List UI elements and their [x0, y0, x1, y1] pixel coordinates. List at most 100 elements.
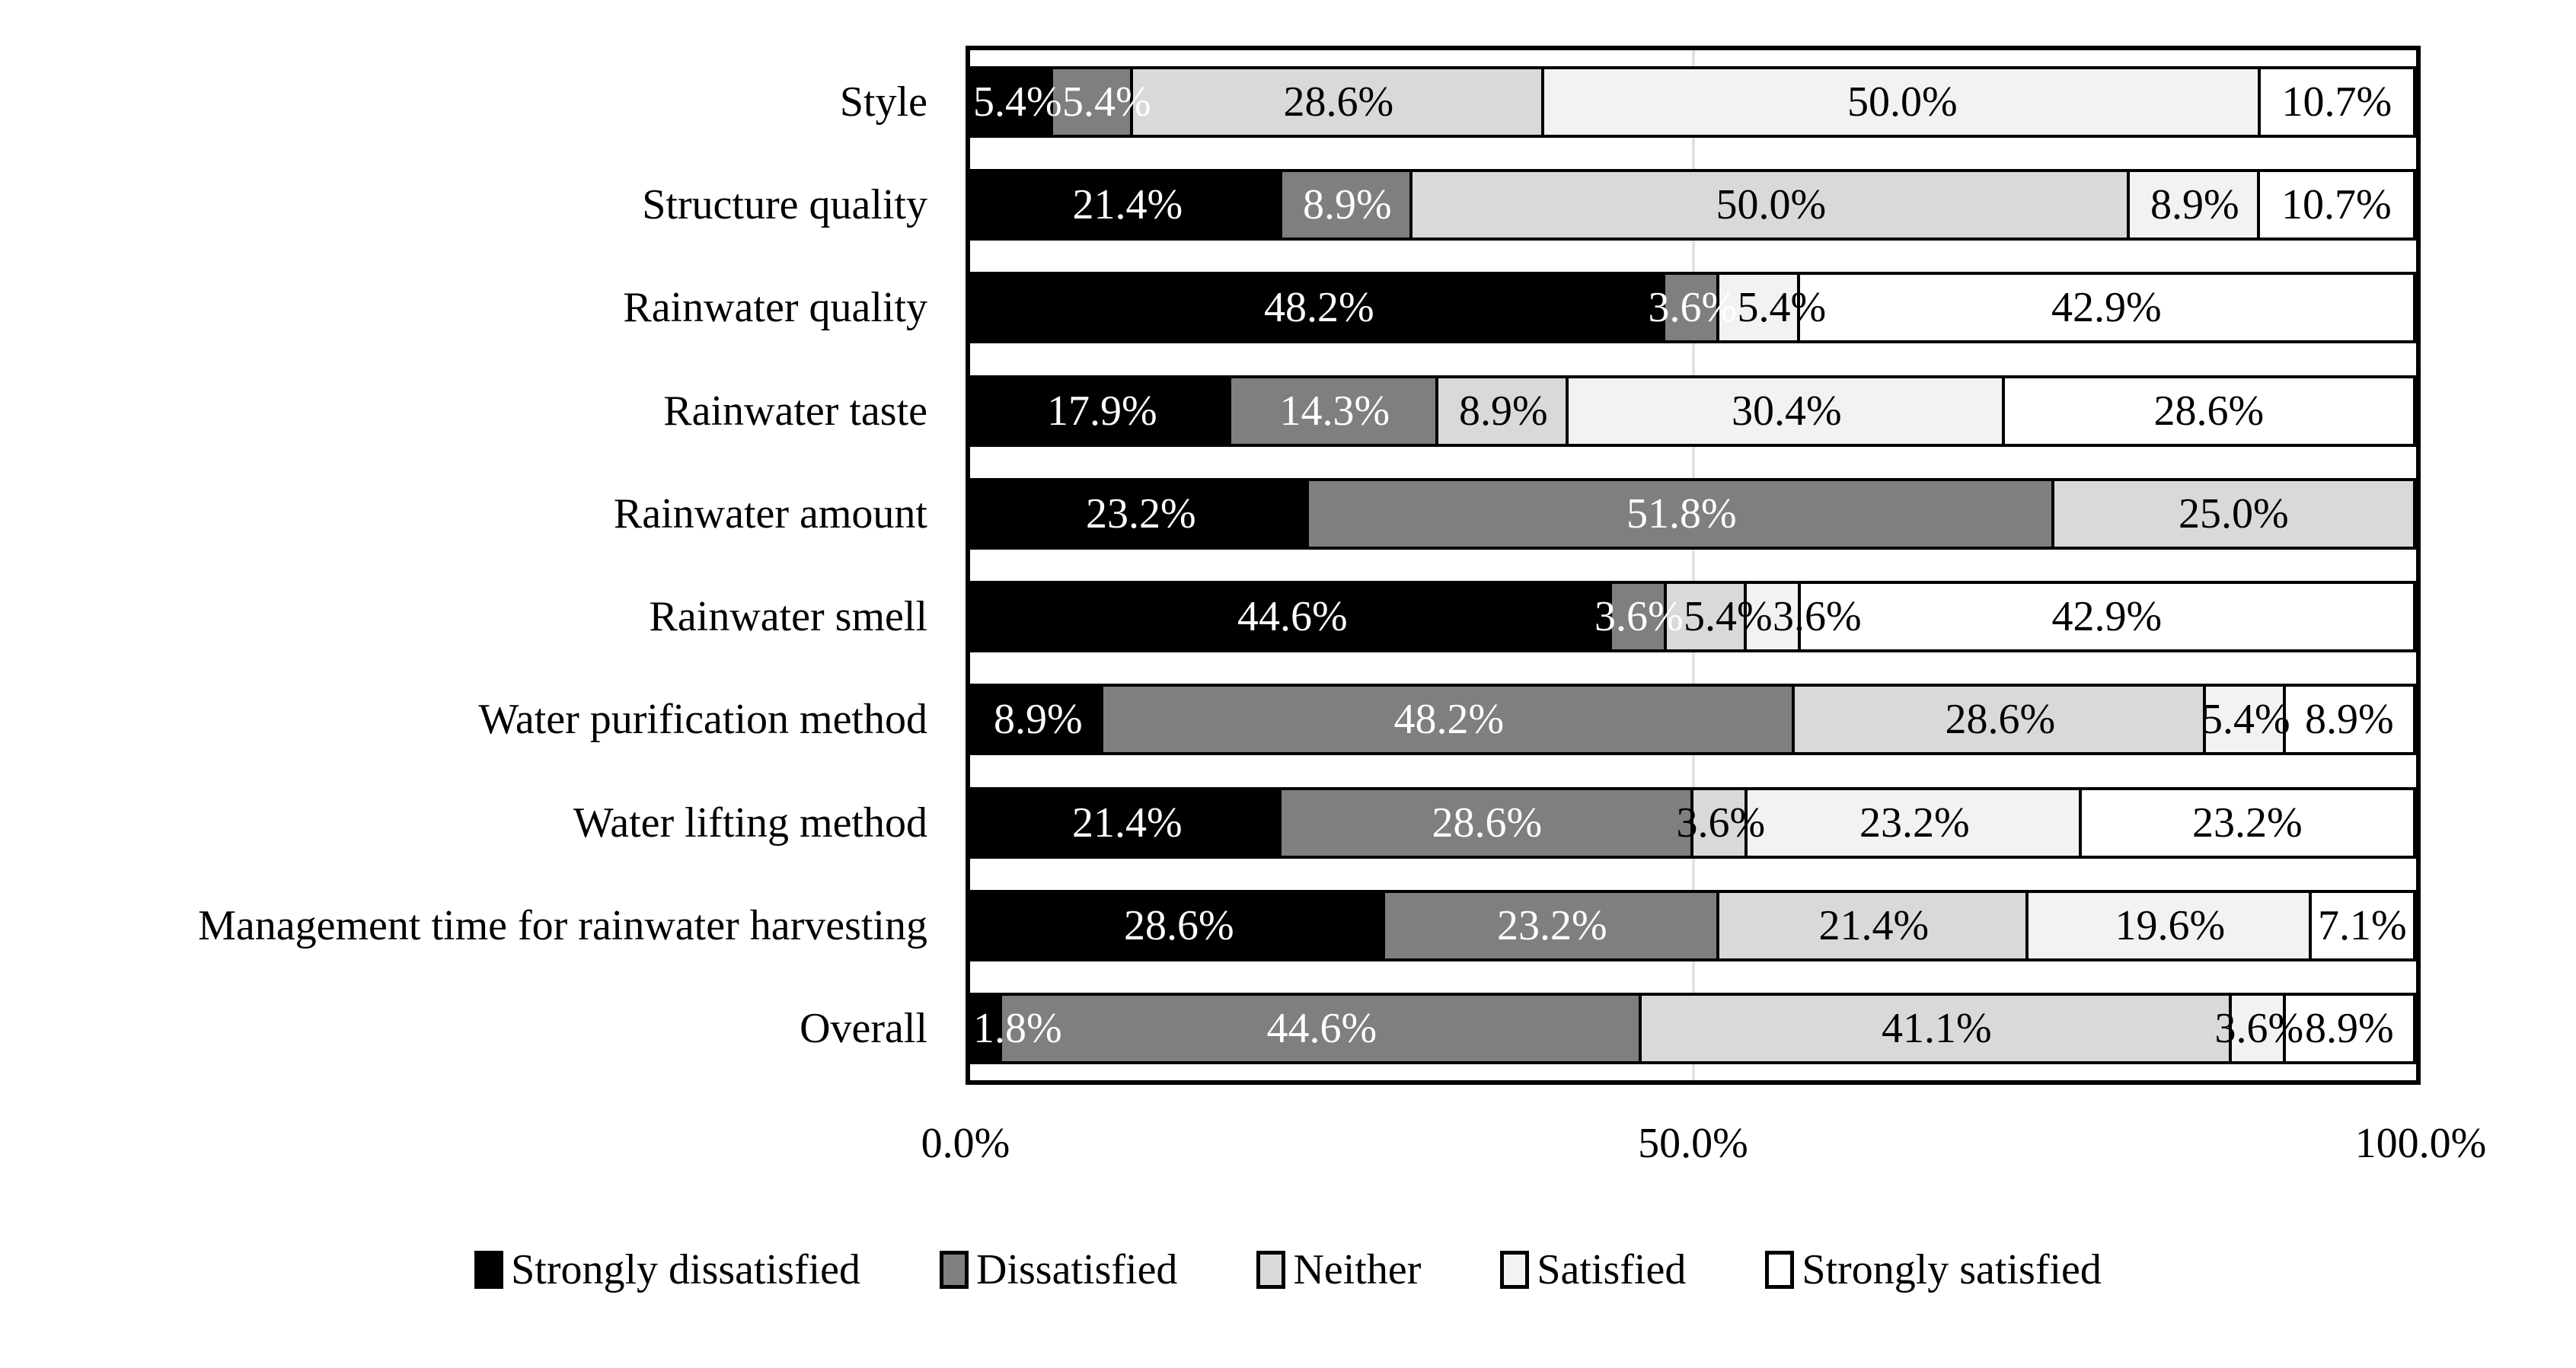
- data-label: 21.4%: [1072, 799, 1183, 847]
- bar-segment: [973, 996, 1002, 1062]
- data-label: 8.9%: [1303, 180, 1392, 228]
- data-label: 48.2%: [1393, 696, 1505, 744]
- data-label-layer: 48.2% 3.6% 5.4% 42.9%: [973, 275, 2413, 340]
- bar-segment: [1719, 893, 2029, 959]
- data-label: 8.9%: [2305, 696, 2394, 744]
- legend-label: Dissatisfied: [976, 1246, 1178, 1293]
- category-label: Rainwater amount: [613, 489, 927, 537]
- data-label: 50.0%: [1847, 78, 1958, 126]
- category-band: 1.8% 44.6% 41.1% 3.6% 8.9%: [970, 977, 2416, 1080]
- data-label-layer: 8.9% 48.2% 28.6% 5.4% 8.9%: [973, 687, 2413, 752]
- data-label-layer: 5.4% 5.4% 28.6% 50.0% 10.7%: [973, 69, 2413, 135]
- x-axis: 0.0% 50.0% 100.0%: [921, 1119, 2487, 1180]
- bar-segment: [1282, 789, 1693, 856]
- bar-segment: [2005, 378, 2414, 444]
- data-label: 5.4%: [1062, 78, 1151, 126]
- category-label: Structure quality: [642, 180, 927, 228]
- bar-segment: [1794, 687, 2206, 753]
- bar-segment: [1103, 687, 1795, 753]
- data-label: 10.7%: [2281, 78, 2392, 126]
- bar-segment: [2286, 996, 2413, 1062]
- legend-item: Dissatisfied: [940, 1245, 1177, 1294]
- bar-segment: [2260, 171, 2414, 238]
- category-label: Water purification method: [478, 696, 927, 744]
- data-label: 48.2%: [1264, 284, 1374, 332]
- bar-segment: [973, 69, 1054, 135]
- bar-segment: [973, 893, 1385, 959]
- bar-segment: [2028, 893, 2312, 959]
- data-label: 44.6%: [1266, 1005, 1377, 1053]
- legend-swatch: [1765, 1251, 1795, 1289]
- data-label: 23.2%: [2192, 799, 2303, 847]
- data-label: 3.6%: [1648, 284, 1738, 332]
- bar-segment: [2260, 69, 2414, 135]
- category-band: 21.4% 8.9% 50.0% 8.9% 10.7%: [970, 153, 2416, 256]
- bar-segment: [973, 171, 1282, 238]
- category-band: 21.4% 28.6% 3.6% 23.2% 23.2%: [970, 771, 2416, 874]
- bar-segment: [1544, 69, 2261, 135]
- category-band: 28.6% 23.2% 21.4% 19.6% 7.1%: [970, 874, 2416, 977]
- data-label: 3.6%: [1676, 799, 1766, 847]
- bar-row: 1.8% 44.6% 41.1% 3.6% 8.9%: [970, 993, 2416, 1065]
- data-label: 44.6%: [1237, 593, 1348, 641]
- bar-segment: [2311, 893, 2414, 959]
- bar-segment: [1412, 171, 2131, 238]
- category-axis: Style Structure quality Rainwater quality R…: [0, 50, 947, 1080]
- category-label: Management time for rainwater harvesting: [198, 902, 927, 950]
- bar-row: 28.6% 23.2% 21.4% 19.6% 7.1%: [970, 890, 2416, 962]
- bar-segment: [973, 480, 1309, 547]
- data-label: 7.1%: [2318, 902, 2407, 950]
- data-label: 25.0%: [2179, 489, 2289, 537]
- data-label: 1.8%: [973, 1005, 1062, 1053]
- data-label: 8.9%: [994, 696, 1083, 744]
- bar-segment: [2082, 789, 2413, 856]
- bar-segment: [1308, 480, 2055, 547]
- data-label: 42.9%: [2051, 284, 2162, 332]
- bar-segment: [1665, 275, 1720, 341]
- data-label: 8.9%: [2305, 1005, 2394, 1053]
- data-label: 5.4%: [2201, 696, 2290, 744]
- bar-segment: [2286, 687, 2413, 753]
- gridline-50pct: [1691, 50, 1695, 1080]
- data-label: 17.9%: [1047, 387, 1157, 435]
- data-label: 28.6%: [1283, 78, 1394, 126]
- bar-row: 8.9% 48.2% 28.6% 5.4% 8.9%: [970, 684, 2416, 756]
- category-band: 17.9% 14.3% 8.9% 30.4% 28.6%: [970, 359, 2416, 462]
- data-label: 28.6%: [2153, 387, 2265, 435]
- bar-segment: [1001, 996, 1642, 1062]
- bar-row: 5.4% 5.4% 28.6% 50.0% 10.7%: [970, 65, 2416, 138]
- bars-layer: 5.4% 5.4% 28.6% 50.0% 10.7% 21.4% 8.9% 50.0% 8.9…: [970, 50, 2416, 1080]
- data-label-layer: 21.4% 8.9% 50.0% 8.9% 10.7%: [973, 172, 2413, 238]
- bar-segment: [1719, 275, 1800, 341]
- bar-segment: [2205, 687, 2287, 753]
- data-label: 23.2%: [1859, 799, 1970, 847]
- data-label: 51.8%: [1626, 489, 1737, 537]
- data-label: 42.9%: [2051, 593, 2163, 641]
- bar-segment: [1642, 996, 2232, 1062]
- bar-row: 48.2% 3.6% 5.4% 42.9%: [970, 272, 2416, 344]
- bar-segment: [1748, 789, 2082, 856]
- category-band: 5.4% 5.4% 28.6% 50.0% 10.7%: [970, 50, 2416, 153]
- bar-row: 21.4% 8.9% 50.0% 8.9% 10.7%: [970, 168, 2416, 241]
- bar-segment: [1133, 69, 1545, 135]
- data-label-layer: 23.2% 51.8% 25.0%: [973, 481, 2413, 547]
- legend-item: Neither: [1256, 1245, 1421, 1294]
- plot-area: 5.4% 5.4% 28.6% 50.0% 10.7% 21.4% 8.9% 50.0% 8.9…: [966, 46, 2421, 1085]
- data-label: 3.6%: [1773, 593, 1862, 641]
- legend-item: Strongly satisfied: [1765, 1245, 2102, 1294]
- legend-swatch: [1256, 1251, 1286, 1289]
- bar-row: 17.9% 14.3% 8.9% 30.4% 28.6%: [970, 375, 2416, 447]
- data-label: 10.7%: [2281, 180, 2392, 228]
- category-band: 23.2% 51.8% 25.0%: [970, 462, 2416, 565]
- bar-segment: [1799, 275, 2413, 341]
- data-label-layer: 21.4% 28.6% 3.6% 23.2% 23.2%: [973, 790, 2413, 856]
- bar-segment: [1438, 378, 1569, 444]
- bar-segment: [973, 789, 1282, 856]
- bar-segment: [1231, 378, 1439, 444]
- data-label: 3.6%: [1594, 593, 1684, 641]
- bar-segment: [1282, 171, 1412, 238]
- category-band: 44.6% 3.6% 5.4% 3.6% 42.9%: [970, 565, 2416, 668]
- x-axis-tick: 0.0%: [921, 1120, 1010, 1167]
- data-label-layer: 28.6% 23.2% 21.4% 19.6% 7.1%: [973, 893, 2413, 958]
